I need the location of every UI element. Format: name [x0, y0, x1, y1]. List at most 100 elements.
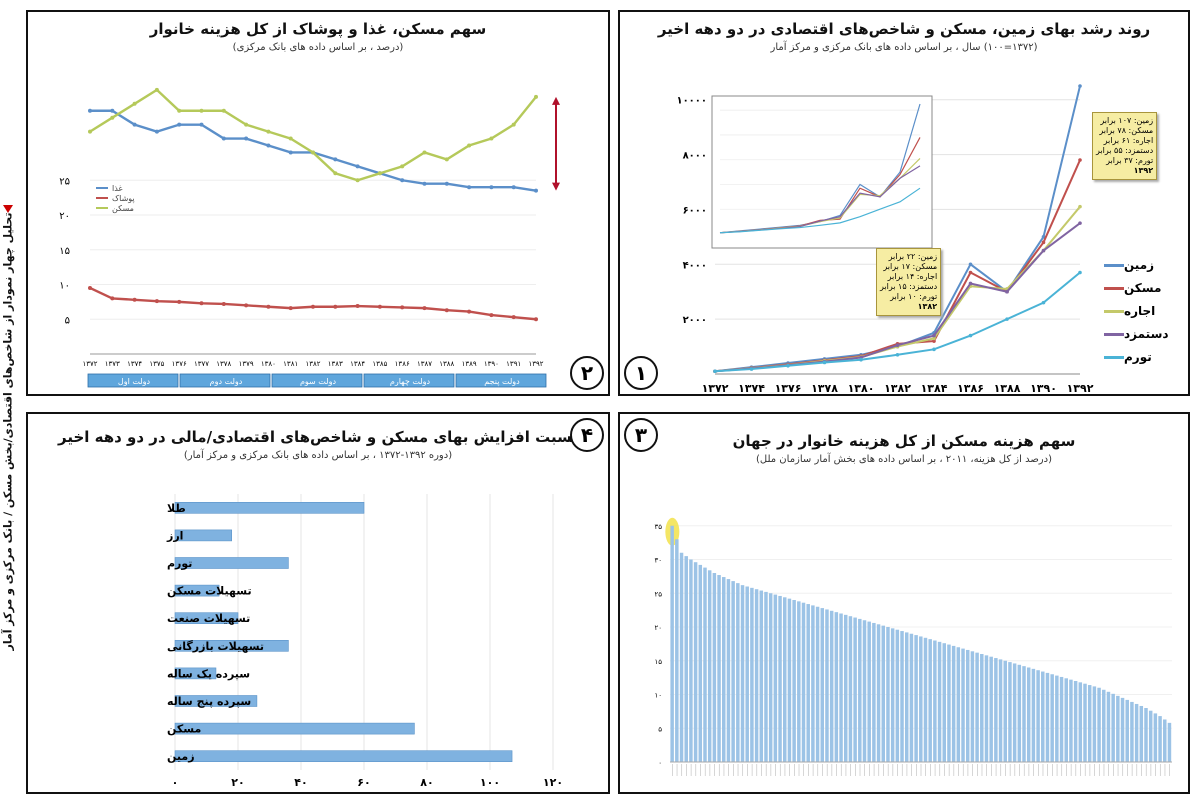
bar	[1092, 686, 1097, 762]
bar	[862, 620, 867, 762]
legend-item: اجاره	[1098, 304, 1155, 318]
data-point	[713, 369, 717, 374]
inset-series-line-تورم	[719, 187, 921, 234]
bar	[947, 644, 951, 762]
callout-1392-line: مسکن: ۷۸ برابر	[1099, 126, 1154, 135]
bar	[712, 573, 717, 762]
data-point	[749, 367, 754, 371]
category-label: مسکن	[167, 723, 201, 736]
panel-2: سهم مسکن، غذا و پوشاک از کل هزینه خانوار…	[26, 10, 610, 396]
bar	[1167, 722, 1172, 762]
data-point	[266, 129, 271, 134]
legend-swatch	[1104, 264, 1124, 267]
legend-swatch	[1104, 310, 1124, 313]
panel-3-chart: ۰ ۵ ۱۰ ۱۵ ۲۰ ۲۵ ۳۰ ۳۵	[654, 517, 1172, 776]
data-point	[199, 301, 204, 306]
data-point	[511, 122, 516, 127]
data-point	[266, 143, 271, 148]
data-point	[355, 178, 360, 183]
bar	[820, 608, 825, 762]
data-point	[895, 353, 900, 357]
data-point	[110, 115, 115, 120]
bar	[1022, 666, 1026, 762]
period-band	[271, 373, 363, 388]
panel-3-subtitle: (درصد از کل هزینه، ۲۰۱۱ ، بر اساس داده ه…	[755, 454, 1052, 465]
bar	[984, 655, 989, 762]
data-point	[154, 299, 159, 304]
data-point	[932, 339, 936, 343]
x-tick-label: ۱۳۹۲	[528, 360, 543, 368]
x-tick-label: ۱۳۸۷	[417, 360, 432, 368]
data-point	[244, 122, 249, 127]
category-label: سپرده یک ساله	[167, 667, 250, 680]
inset-frame	[711, 95, 933, 249]
x-tick-label: ۱۳۷۸	[811, 382, 838, 395]
y-tick-label: ۲۰	[654, 624, 662, 632]
x-tick-label: ۱۳۷۲	[702, 382, 729, 395]
callout-1382-year: ۱۳۸۲	[917, 302, 938, 311]
bar	[881, 625, 886, 762]
x-tick-label: ۱۰۰	[480, 776, 500, 789]
legend-label: مسکن	[1124, 281, 1162, 295]
data-point	[132, 122, 137, 127]
x-tick-label: ۱۳۷۹	[239, 360, 254, 368]
bar	[876, 624, 881, 762]
data-point	[221, 301, 226, 306]
bar	[1045, 672, 1050, 762]
bar	[778, 595, 782, 762]
data-point	[1078, 158, 1082, 162]
x-tick-label: ۱۳۷۶	[775, 382, 802, 395]
bar	[895, 629, 900, 762]
data-point	[422, 306, 427, 311]
callout-1392-line: اجاره: ۶۱ برابر	[1103, 136, 1154, 145]
bar	[975, 652, 979, 762]
bar	[736, 583, 740, 762]
y-tick-label: ۴۰۰۰	[683, 260, 707, 271]
legend-swatch	[1104, 333, 1124, 336]
x-tick-label: ۱۳۷۳	[105, 360, 120, 368]
x-tick-label: ۲۰	[231, 776, 244, 789]
bar	[1097, 687, 1101, 762]
bar	[689, 559, 693, 762]
panel-3-title: سهم هزینه مسکن از کل هزینه خانوار در جها…	[732, 432, 1076, 450]
legend-label: تورم	[1124, 350, 1152, 364]
bar	[1078, 682, 1083, 762]
legend-label: دستمزد	[1124, 327, 1169, 341]
x-tick-label: ۱۳۷۴	[738, 382, 765, 395]
panel-4-chart: ۰ ۲۰ ۴۰ ۶۰ ۸۰ ۱۰۰ ۱۲۰ طلا ارز تورم تسهیلات مسکن تسه…	[166, 494, 563, 789]
callout-1392-line: تورم: ۳۷ برابر	[1106, 156, 1154, 165]
bar	[815, 606, 820, 762]
y-tick-label: ۲۰	[59, 211, 70, 222]
panel-1: روند رشد بهای زمین، مسکن و شاخص‌های اقتص…	[618, 10, 1190, 396]
data-point	[177, 108, 182, 113]
data-point	[968, 281, 973, 286]
legend-item: تورم	[1098, 350, 1152, 364]
y-tick-label: ۱۵	[59, 246, 70, 257]
bar	[707, 570, 712, 762]
bar	[1031, 668, 1036, 762]
data-point	[534, 94, 538, 99]
bar	[1055, 675, 1059, 762]
bar	[843, 614, 848, 762]
bar	[961, 648, 965, 762]
bar	[994, 658, 998, 762]
bar	[1111, 693, 1115, 762]
data-point	[1078, 270, 1082, 275]
x-tick-label: ۱۳۸۸	[994, 382, 1021, 395]
period-label: دولت پنجم	[484, 377, 520, 386]
bar	[914, 635, 918, 762]
data-point	[221, 136, 226, 141]
x-tick-label: ۱۳۸۴	[350, 360, 365, 368]
y-tick-label: ۸۰۰۰	[683, 151, 707, 162]
x-tick-label: ۱۳۷۸	[216, 360, 231, 368]
bar	[750, 587, 754, 762]
data-point	[110, 296, 115, 301]
x-tick-label: ۱۳۷۴	[127, 360, 142, 368]
data-point	[1041, 235, 1046, 239]
data-point	[444, 308, 449, 313]
y-tick-label: ۲۰۰۰	[683, 315, 707, 326]
data-point	[467, 143, 472, 148]
category-label: طلا	[167, 502, 186, 515]
bar	[848, 616, 853, 762]
bar	[825, 609, 829, 762]
